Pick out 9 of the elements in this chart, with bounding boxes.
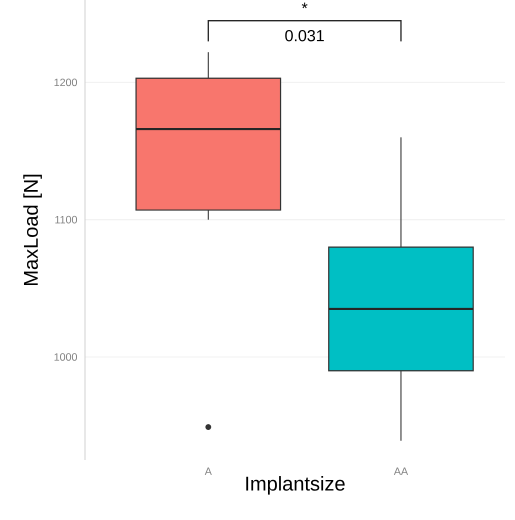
y-axis-title: MaxLoad [N] — [23, 174, 42, 286]
annotation: * — [302, 2, 308, 8]
x-tick-label: A — [204, 468, 212, 475]
x-axis-title: Implantsize — [246, 476, 345, 495]
annotation: 0.031 — [285, 30, 324, 42]
y-tick-label: 1000 — [54, 353, 78, 361]
y-tick-label: 1200 — [54, 78, 78, 86]
x-tick-label: AA — [394, 468, 408, 475]
y-tick-label: 1100 — [55, 216, 78, 224]
